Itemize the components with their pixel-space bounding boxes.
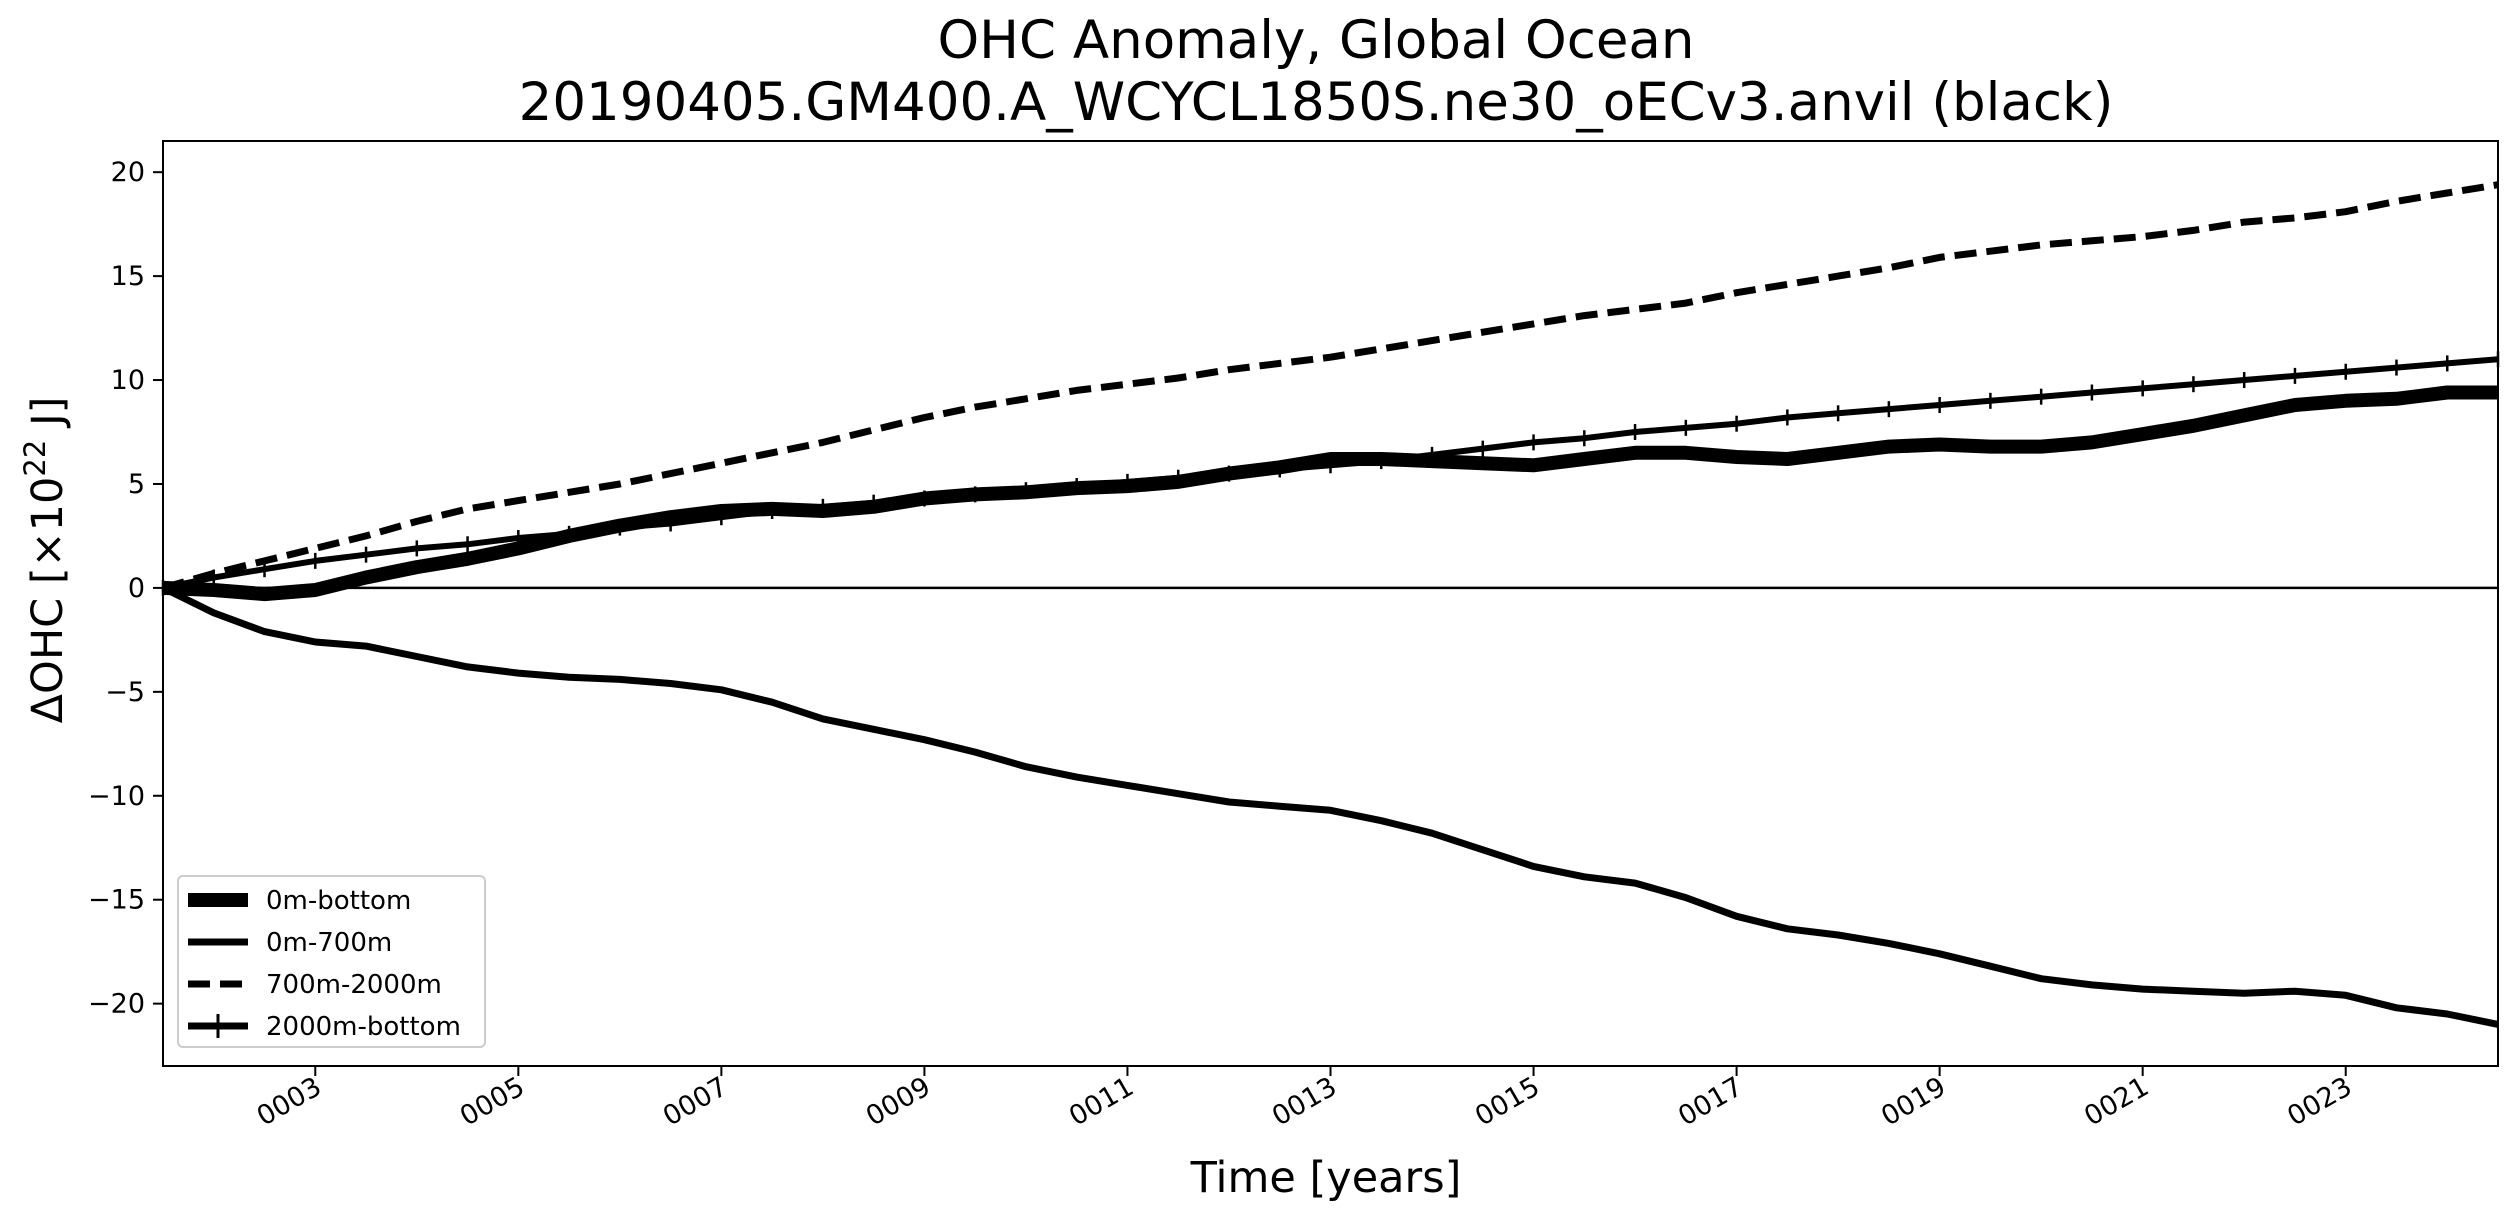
y-axis-ticks: −20 −15 −10 −5 0 5 10 15 20 (88, 157, 163, 1020)
plot-area-frame (162, 140, 2499, 1067)
y-tick-label: 10 (111, 365, 145, 396)
chart-subtitle: 20190405.GM400.A_WCYCL1850S.ne30_oECv3.a… (519, 72, 2114, 133)
y-tick-label: 5 (128, 469, 145, 500)
y-axis-label-exponent: 22 (18, 440, 52, 477)
chart-title: OHC Anomaly, Global Ocean (937, 10, 1694, 71)
y-tick-label: 0 (128, 573, 145, 604)
y-tick-label: −10 (88, 781, 145, 812)
legend-label-0m-700m: 0m-700m (266, 928, 392, 958)
legend-label-700m-2000m: 700m-2000m (266, 970, 442, 1000)
legend-label-2000m-bottom: 2000m-bottom (266, 1012, 461, 1042)
series-line-700m-2000m (162, 181, 2499, 592)
series-layer (161, 181, 2500, 1028)
y-tick-label: −20 (88, 989, 145, 1020)
y-axis-label-unit: J] (23, 397, 73, 440)
y-axis-label-main: ΔOHC [×10 (23, 477, 73, 724)
series-line-0m-700m (161, 584, 2499, 1028)
legend-box (177, 875, 486, 1048)
legend-label-0m-bottom: 0m-bottom (266, 886, 411, 916)
x-axis-label: Time [years] (1190, 1153, 1462, 1203)
y-tick-label: −5 (105, 677, 145, 708)
y-axis-label: ΔOHC [×1022 J] (18, 397, 73, 724)
y-tick-label: −15 (88, 885, 145, 916)
legend: 0m-bottom 0m-700m 700m-2000m 2000m-botto… (177, 875, 486, 1048)
y-tick-label: 20 (111, 157, 145, 188)
y-tick-label: 15 (111, 261, 145, 292)
